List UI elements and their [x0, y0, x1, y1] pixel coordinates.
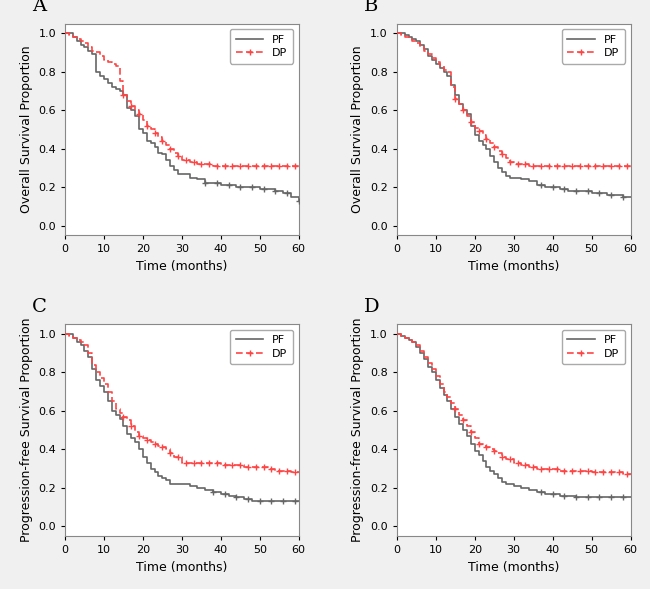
X-axis label: Time (months): Time (months)	[468, 260, 560, 273]
Text: C: C	[32, 298, 47, 316]
X-axis label: Time (months): Time (months)	[136, 260, 228, 273]
Y-axis label: Progression-free Survival Proportion: Progression-free Survival Proportion	[352, 318, 365, 542]
Legend: PF, DP: PF, DP	[230, 330, 293, 364]
Text: A: A	[32, 0, 46, 15]
Legend: PF, DP: PF, DP	[562, 29, 625, 64]
Y-axis label: Overall Survival Proportion: Overall Survival Proportion	[352, 45, 365, 213]
Y-axis label: Progression-free Survival Proportion: Progression-free Survival Proportion	[20, 318, 32, 542]
Text: B: B	[364, 0, 378, 15]
X-axis label: Time (months): Time (months)	[468, 561, 560, 574]
Legend: PF, DP: PF, DP	[562, 330, 625, 364]
Legend: PF, DP: PF, DP	[230, 29, 293, 64]
X-axis label: Time (months): Time (months)	[136, 561, 228, 574]
Y-axis label: Overall Survival Proportion: Overall Survival Proportion	[20, 45, 32, 213]
Text: D: D	[364, 298, 380, 316]
